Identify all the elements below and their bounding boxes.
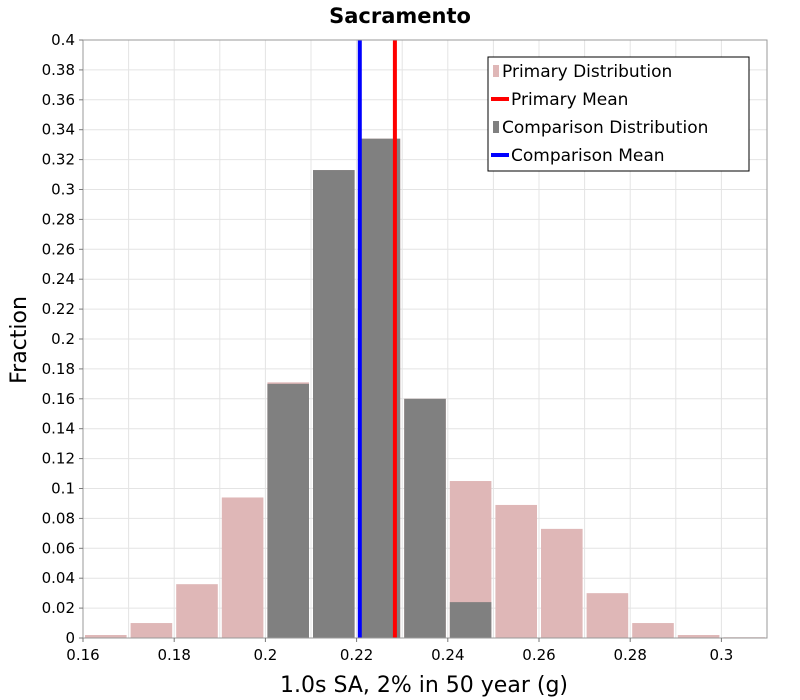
y-tick-label: 0.16	[42, 390, 75, 408]
y-tick-label: 0.04	[42, 569, 75, 587]
x-tick-label: 0.2	[253, 646, 277, 664]
legend-comparison-mean-label: Comparison Mean	[511, 146, 665, 166]
x-tick-label: 0.28	[613, 646, 646, 664]
y-tick-label: 0.18	[42, 360, 75, 378]
comparison-distribution-bars	[267, 138, 492, 639]
y-tick-label: 0.12	[42, 450, 75, 468]
y-tick-label: 0.06	[42, 539, 75, 557]
legend-primary-distribution-swatch	[493, 65, 499, 77]
y-tick-label: 0.1	[51, 480, 75, 498]
y-tick-label: 0.4	[51, 31, 75, 49]
legend-primary-distribution-label: Primary Distribution	[502, 62, 672, 82]
y-tick-label: 0.08	[42, 509, 75, 527]
legend-items: Primary Distribution Primary Mean Comparis…	[491, 62, 708, 166]
primary-distribution-bar-2	[176, 584, 218, 638]
legend: Primary Distribution Primary Mean Comparis…	[487, 56, 750, 172]
y-tick-label: 0.14	[42, 420, 75, 438]
y-tick-label: 0.22	[42, 300, 75, 318]
x-tick-label: 0.24	[431, 646, 464, 664]
y-tick-label: 0.3	[51, 181, 75, 199]
x-tick-label: 0.3	[709, 646, 733, 664]
comparison-distribution-bar-3	[404, 398, 446, 638]
x-tick-label: 0.16	[66, 646, 99, 664]
y-tick-label: 0.24	[42, 270, 75, 288]
y-tick-label: 0.36	[42, 91, 75, 109]
x-axis-label: 1.0s SA, 2% in 50 year (g)	[280, 673, 568, 698]
primary-distribution-bar-11	[586, 593, 629, 638]
legend-primary-mean-label: Primary Mean	[511, 90, 628, 110]
y-tick-label: 0.02	[42, 599, 75, 617]
primary-distribution-bar-1	[130, 623, 173, 638]
chart-title: Sacramento	[329, 4, 471, 28]
primary-distribution-bar-0	[85, 635, 127, 638]
y-tick-label: 0.2	[51, 330, 75, 348]
primary-distribution-bar-9	[495, 504, 537, 638]
comparison-distribution-bar-1	[313, 170, 355, 638]
x-tick-label: 0.26	[522, 646, 555, 664]
x-tick-label: 0.18	[157, 646, 190, 664]
primary-distribution-bar-10	[541, 528, 583, 638]
legend-comparison-distribution-label: Comparison Distribution	[502, 118, 708, 138]
comparison-distribution-bar-4	[449, 602, 492, 638]
primary-distribution-bar-3	[221, 497, 264, 638]
y-axis-ticks: 0 0.02 0.04 0.06 0.08 0.1 0.12 0.14 0.16 0.18 0.2 0…	[42, 31, 83, 647]
legend-comparison-distribution-swatch	[493, 121, 499, 133]
x-axis-ticks: 0.16 0.18 0.2 0.22 0.24 0.26 0.28 0.3	[66, 638, 733, 664]
grid-lines	[82, 39, 768, 639]
primary-distribution-bar-12	[632, 623, 674, 638]
mean-lines	[357, 40, 397, 638]
y-axis-label: Fraction	[7, 296, 32, 384]
comparison-distribution-bar-0	[267, 383, 309, 638]
y-tick-label: 0.38	[42, 61, 75, 79]
x-tick-label: 0.22	[340, 646, 373, 664]
primary-distribution-bar-13	[677, 635, 720, 638]
legend-box	[487, 56, 750, 172]
y-tick-label: 0.28	[42, 210, 75, 228]
y-tick-label: 0.26	[42, 240, 75, 258]
y-tick-label: 0.32	[42, 151, 75, 169]
y-tick-label: 0.34	[42, 121, 75, 139]
y-tick-label: 0	[65, 629, 75, 647]
